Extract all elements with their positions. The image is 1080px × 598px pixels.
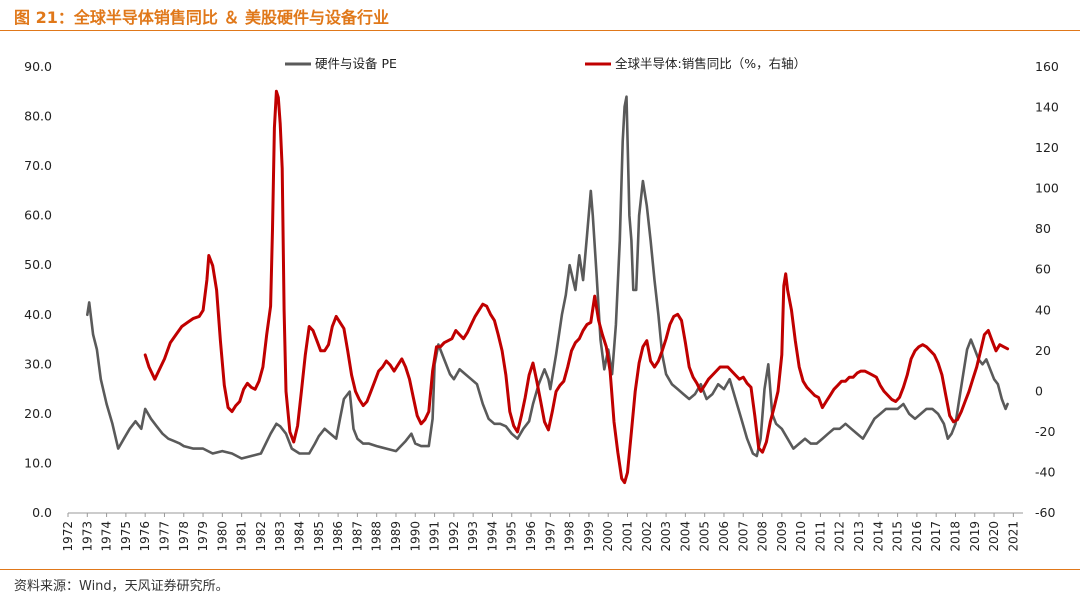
right-tick-label: 40 bbox=[1035, 302, 1051, 317]
x-tick-label: 2005 bbox=[698, 521, 712, 552]
x-tick-label: 1983 bbox=[273, 521, 287, 552]
x-tick-label: 2000 bbox=[601, 521, 615, 552]
right-tick-label: 60 bbox=[1035, 262, 1051, 277]
x-tick-label: 1974 bbox=[100, 521, 114, 552]
x-tick-label: 1982 bbox=[254, 521, 268, 552]
x-tick-label: 1973 bbox=[80, 521, 94, 552]
x-tick-label: 1998 bbox=[563, 521, 577, 552]
legend: 硬件与设备 PE 全球半导体:销售同比（%，右轴） bbox=[285, 56, 806, 71]
left-tick-label: 80.0 bbox=[24, 109, 52, 124]
x-tick-label: 2021 bbox=[1006, 521, 1020, 552]
x-tick-label: 1975 bbox=[119, 521, 133, 552]
x-tick-label: 2007 bbox=[736, 521, 750, 552]
right-tick-label: 20 bbox=[1035, 343, 1051, 358]
left-tick-label: 20.0 bbox=[24, 406, 52, 421]
right-tick-label: 0 bbox=[1035, 383, 1043, 398]
figure-title: 图 21：全球半导体销售同比 ＆ 美股硬件与设备行业 bbox=[14, 8, 389, 27]
title-divider bbox=[0, 30, 1080, 31]
line-chart: 0.0 10.0 20.0 30.0 40.0 50.0 60.0 70.0 80.0 90.0 -… bbox=[24, 56, 1059, 552]
x-tick-label: 1993 bbox=[466, 521, 480, 552]
x-tick-label: 2006 bbox=[717, 521, 731, 552]
x-tick-label: 2009 bbox=[775, 521, 789, 552]
source-note: 资料来源：Wind，天风证券研究所。 bbox=[14, 579, 229, 594]
x-tick-label: 2001 bbox=[620, 521, 634, 552]
x-tick-label: 1997 bbox=[543, 521, 557, 552]
series-line-pe bbox=[86, 95, 1009, 460]
x-tick-label: 1995 bbox=[505, 521, 519, 552]
right-tick-label: 160 bbox=[1035, 59, 1059, 74]
x-tick-label: 1996 bbox=[524, 521, 538, 552]
x-tick-label: 2003 bbox=[659, 521, 673, 552]
x-tick-label: 2002 bbox=[640, 521, 654, 552]
right-tick-label: 80 bbox=[1035, 221, 1051, 236]
right-tick-label: 140 bbox=[1035, 100, 1059, 115]
axes: 0.0 10.0 20.0 30.0 40.0 50.0 60.0 70.0 80.0 90.0 -… bbox=[24, 59, 1059, 552]
x-tick-label: 1977 bbox=[157, 521, 171, 552]
x-tick-label: 1987 bbox=[350, 521, 364, 552]
x-tick-label: 1990 bbox=[408, 521, 422, 552]
x-tick-label: 1972 bbox=[61, 521, 75, 552]
x-tick-label: 2020 bbox=[987, 521, 1001, 552]
x-tick-label: 1992 bbox=[447, 521, 461, 552]
right-tick-label: -20 bbox=[1035, 424, 1055, 439]
left-tick-label: 60.0 bbox=[24, 208, 52, 223]
legend-label-semiconductor-yoy: 全球半导体:销售同比（%，右轴） bbox=[615, 56, 806, 71]
x-tick-label: 1985 bbox=[312, 521, 326, 552]
x-tick-label: 2015 bbox=[891, 521, 905, 552]
right-tick-label: -40 bbox=[1035, 464, 1055, 479]
x-tick-label: 2012 bbox=[833, 521, 847, 552]
x-tick-label: 2019 bbox=[968, 521, 982, 552]
x-tick-label: 1976 bbox=[138, 521, 152, 552]
x-tick-label: 1999 bbox=[582, 521, 596, 552]
left-tick-label: 70.0 bbox=[24, 158, 52, 173]
left-tick-label: 90.0 bbox=[24, 59, 52, 74]
x-tick-label: 2004 bbox=[678, 521, 692, 552]
x-tick-label: 1979 bbox=[196, 521, 210, 552]
x-tick-label: 1991 bbox=[428, 521, 442, 552]
x-tick-label: 2017 bbox=[929, 521, 943, 552]
x-tick-label: 1988 bbox=[370, 521, 384, 552]
x-tick-label: 2013 bbox=[852, 521, 866, 552]
left-tick-label: 30.0 bbox=[24, 356, 52, 371]
left-tick-label: 40.0 bbox=[24, 307, 52, 322]
left-tick-label: 10.0 bbox=[24, 455, 52, 470]
x-tick-label: 1994 bbox=[485, 521, 499, 552]
x-tick-label: 2014 bbox=[871, 521, 885, 552]
x-tick-label: 1980 bbox=[215, 521, 229, 552]
x-tick-label: 1989 bbox=[389, 521, 403, 552]
right-tick-label: -60 bbox=[1035, 505, 1055, 520]
x-tick-label: 2018 bbox=[948, 521, 962, 552]
series-line-semiconductor-yoy bbox=[143, 89, 1010, 485]
x-tick-label: 1986 bbox=[331, 521, 345, 552]
x-tick-label: 2008 bbox=[756, 521, 770, 552]
series-lines bbox=[86, 89, 1010, 485]
x-tick-label: 2011 bbox=[813, 521, 827, 552]
x-tick-label: 1984 bbox=[293, 521, 307, 552]
left-tick-label: 50.0 bbox=[24, 257, 52, 272]
x-tick-label: 1978 bbox=[177, 521, 191, 552]
right-tick-label: 120 bbox=[1035, 140, 1059, 155]
x-tick-label: 2010 bbox=[794, 521, 808, 552]
source-divider bbox=[0, 569, 1080, 570]
right-tick-label: 100 bbox=[1035, 181, 1059, 196]
legend-label-pe: 硬件与设备 PE bbox=[315, 56, 397, 71]
x-tick-label: 1981 bbox=[235, 521, 249, 552]
left-tick-label: 0.0 bbox=[32, 505, 52, 520]
x-tick-label: 2016 bbox=[910, 521, 924, 552]
